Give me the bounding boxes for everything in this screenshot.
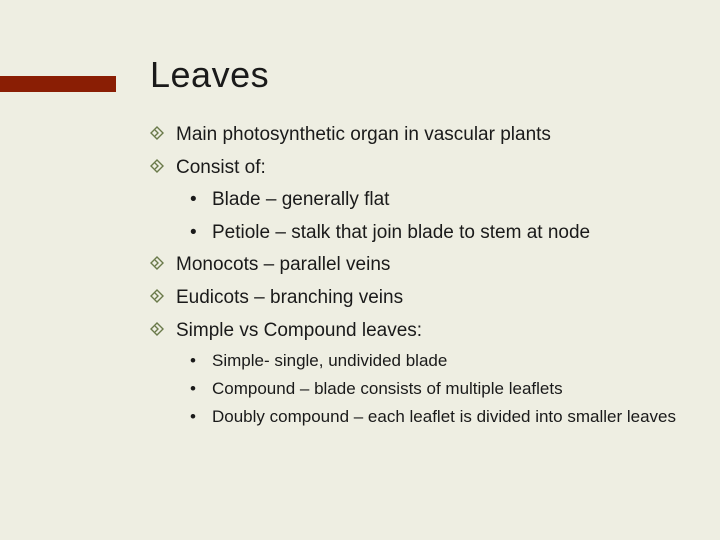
bullet-item: Eudicots – branching veins [150, 285, 680, 312]
accent-bar [0, 76, 116, 92]
diamond-arrow-icon [150, 252, 176, 270]
bullet-item: Main photosynthetic organ in vascular pl… [150, 122, 680, 149]
sub-text: Doubly compound – each leaflet is divide… [212, 406, 680, 429]
diamond-arrow-icon [150, 318, 176, 336]
dot-icon: • [190, 378, 212, 401]
dot-icon: • [190, 350, 212, 373]
bullet-item: Consist of: [150, 155, 680, 182]
bullet-text: Monocots – parallel veins [176, 252, 680, 279]
bullet-item: Simple vs Compound leaves: [150, 318, 680, 345]
sub-text: Simple- single, undivided blade [212, 350, 680, 373]
sub-list-compound: • Simple- single, undivided blade • Comp… [190, 350, 680, 429]
sub-item: • Blade – generally flat [190, 187, 680, 214]
sub-item: • Petiole – stalk that join blade to ste… [190, 220, 680, 247]
diamond-arrow-icon [150, 285, 176, 303]
sub-item: • Doubly compound – each leaflet is divi… [190, 406, 680, 429]
slide-title: Leaves [150, 54, 680, 96]
sub-item: • Compound – blade consists of multiple … [190, 378, 680, 401]
sub-text: Blade – generally flat [212, 187, 680, 214]
sub-text: Petiole – stalk that join blade to stem … [212, 220, 680, 247]
bullet-list: Main photosynthetic organ in vascular pl… [150, 122, 680, 429]
bullet-item: Monocots – parallel veins [150, 252, 680, 279]
sub-list-consist: • Blade – generally flat • Petiole – sta… [190, 187, 680, 246]
dot-icon: • [190, 187, 212, 214]
bullet-text: Consist of: [176, 155, 680, 182]
bullet-text: Main photosynthetic organ in vascular pl… [176, 122, 680, 149]
diamond-arrow-icon [150, 155, 176, 173]
dot-icon: • [190, 220, 212, 247]
dot-icon: • [190, 406, 212, 429]
bullet-text: Eudicots – branching veins [176, 285, 680, 312]
diamond-arrow-icon [150, 122, 176, 140]
bullet-text: Simple vs Compound leaves: [176, 318, 680, 345]
sub-text: Compound – blade consists of multiple le… [212, 378, 680, 401]
slide-content: Leaves Main photosynthetic organ in vasc… [150, 54, 680, 434]
sub-item: • Simple- single, undivided blade [190, 350, 680, 373]
